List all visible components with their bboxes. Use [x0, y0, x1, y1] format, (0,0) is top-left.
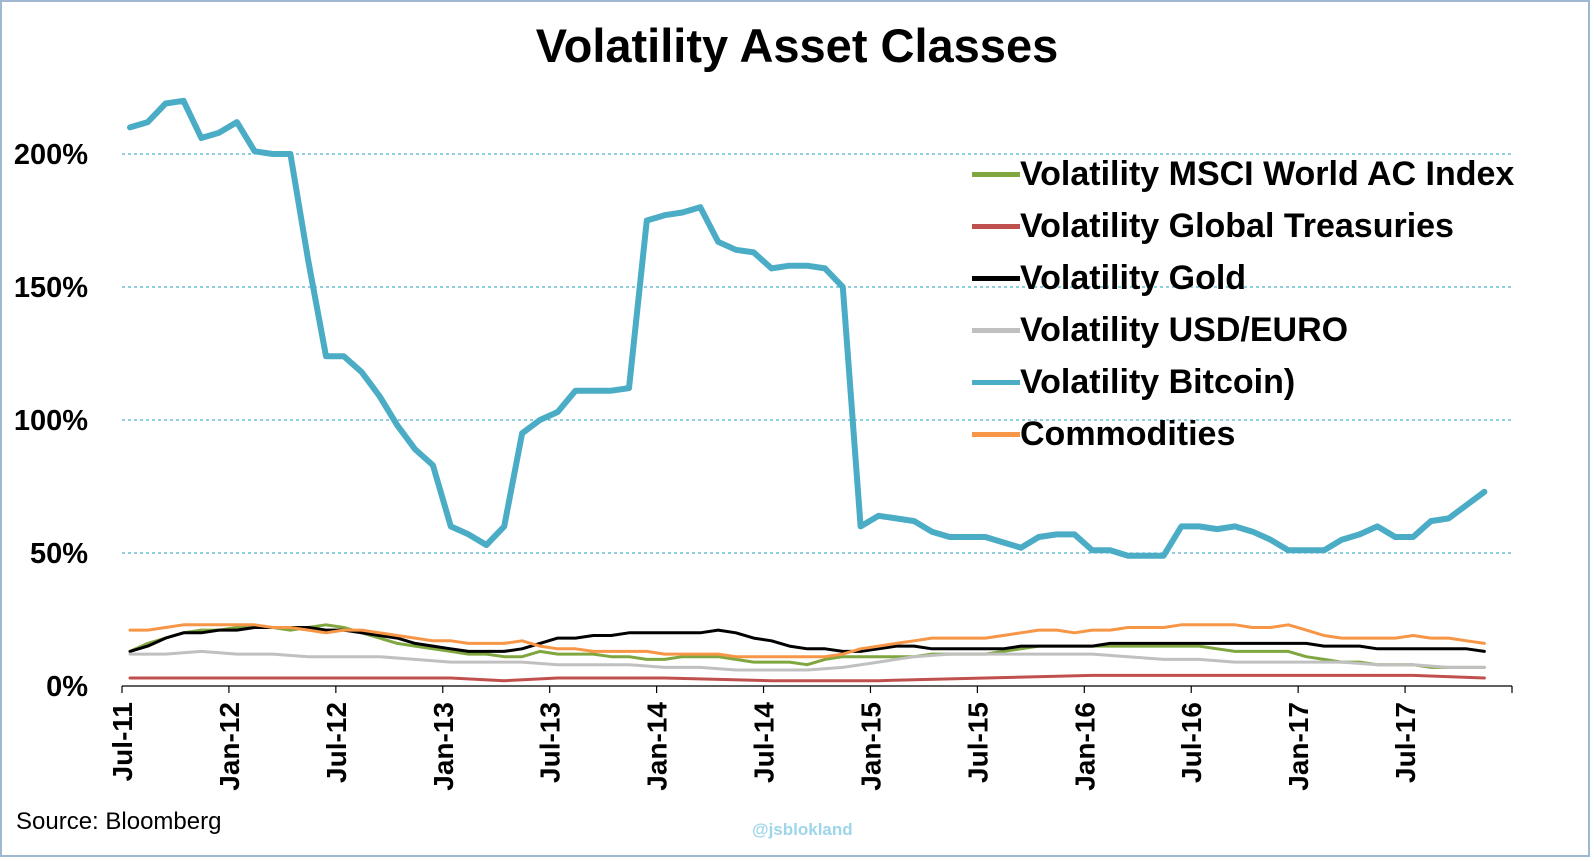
x-tick-label: Jul-11 [107, 702, 138, 781]
series-line-2 [128, 626, 1486, 653]
x-tick-label: Jul-17 [1390, 702, 1421, 783]
y-tick-label: 150% [14, 272, 88, 304]
chart-title: Volatility Asset Classes [535, 19, 1059, 72]
tick-labels: 0% 50% 100% 150% 200% Jul-11 Jan-12 Jul-12 Jan-1… [14, 139, 1421, 791]
series-lines [127, 97, 1488, 683]
x-tick-label: Jul-16 [1176, 702, 1207, 783]
legend-swatch [972, 432, 1020, 437]
x-tick-label: Jan-13 [428, 702, 459, 791]
series-line-5 [128, 623, 1486, 659]
legend-swatch [972, 380, 1020, 385]
y-tick-label: 50% [30, 538, 88, 570]
author-watermark: @jsblokland [752, 820, 853, 839]
series-line-4 [127, 97, 1488, 559]
legend-label: Volatility Global Treasuries [1020, 207, 1454, 245]
legend-label: Volatility USD/EURO [1020, 311, 1349, 349]
legend-label: Commodities [1020, 415, 1236, 453]
series-line-1 [128, 673, 1486, 683]
y-tick-label: 200% [14, 139, 88, 171]
source-note: Source: Bloomberg [16, 808, 222, 835]
legend-swatch [972, 224, 1020, 229]
legend-swatch [972, 276, 1020, 281]
x-tick-label: Jul-14 [749, 702, 780, 783]
legend-label: Volatility Gold [1020, 259, 1247, 297]
legend-swatch [972, 328, 1020, 333]
x-tick-label: Jan-14 [642, 702, 673, 791]
legend-swatch [972, 172, 1020, 177]
y-tick-label: 0% [46, 671, 88, 703]
x-tick-label: Jan-16 [1069, 702, 1100, 791]
legend-label: Volatility MSCI World AC Index [1020, 155, 1515, 193]
x-tick-label: Jul-12 [321, 702, 352, 783]
series-line-3 [128, 649, 1486, 672]
gridlines [122, 153, 1512, 554]
y-tick-label: 100% [14, 405, 88, 437]
axes [121, 685, 1513, 693]
x-tick-label: Jan-17 [1283, 702, 1314, 791]
x-tick-label: Jul-15 [962, 702, 993, 783]
x-tick-label: Jan-12 [214, 702, 245, 791]
legend-label: Volatility Bitcoin) [1020, 363, 1296, 401]
x-tick-label: Jan-15 [855, 702, 886, 791]
x-tick-label: Jul-13 [535, 702, 566, 783]
